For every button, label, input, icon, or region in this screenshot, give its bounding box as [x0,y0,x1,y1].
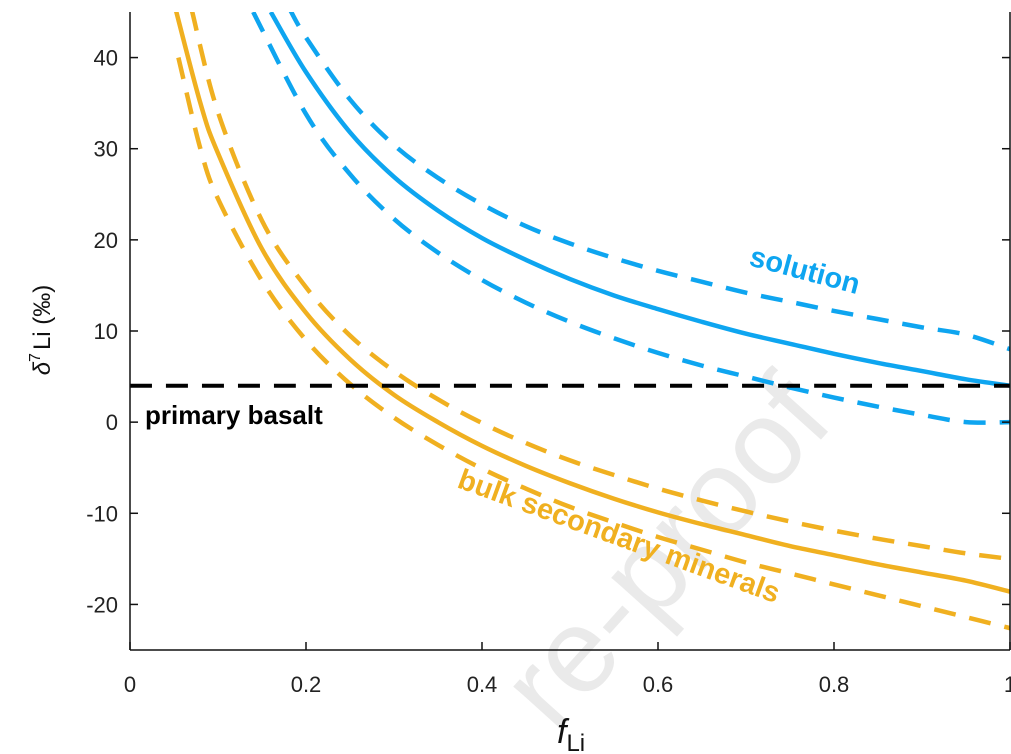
x-tick-label: 0.4 [467,672,498,697]
y-tick-label: 0 [106,410,118,435]
y-tick-label: 10 [94,319,118,344]
y-axis-label-sup: 7 [27,353,44,362]
x-tick-label: 0.6 [643,672,674,697]
y-tick-label: -20 [86,592,118,617]
y-tick-label: 30 [94,137,118,162]
x-tick-label: 0.2 [291,672,322,697]
solution-label: solution [746,241,863,301]
x-tick-label: 1 [1004,672,1011,697]
y-axis-label: δ7 Li (‰) [27,285,56,376]
series-line-secondary-upper [189,12,1010,562]
tick-layer: 0 0.2 0.4 0.6 0.8 1 -20 -10 0 10 20 30 40 [86,46,1011,697]
x-axis-label-sub: Li [566,730,585,754]
y-axis-label-delta: δ [29,361,56,375]
x-tick-label: 0 [124,672,136,697]
series-layer [130,12,1010,631]
series-line-secondary-lower [176,57,1010,631]
series-line-solution-mid [268,12,1010,388]
y-tick-label: 20 [94,228,118,253]
series-line-solution-upper [288,12,1010,352]
series-line-solution-lower [251,12,1010,425]
y-tick-label: 40 [94,46,118,71]
primary-basalt-label: primary basalt [145,400,323,430]
x-tick-label: 0.8 [819,672,850,697]
series-line-secondary-mid [174,12,1010,594]
y-tick-label: -10 [86,501,118,526]
y-axis-label-rest: Li (‰) [29,285,56,350]
